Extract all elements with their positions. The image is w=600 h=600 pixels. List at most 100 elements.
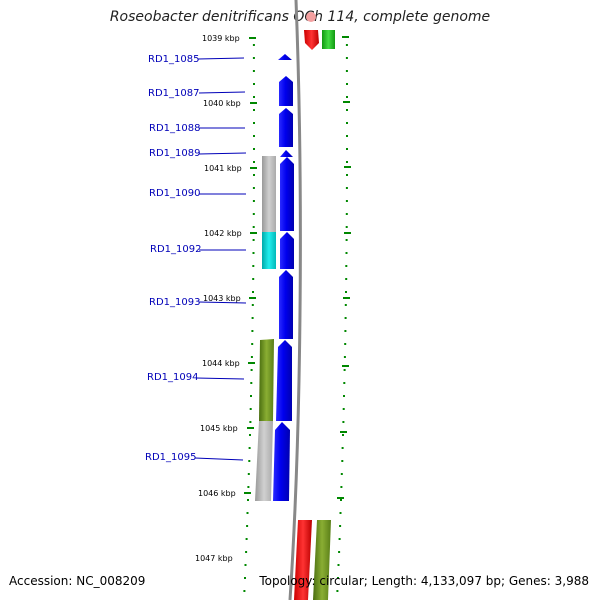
tick-dot	[248, 460, 251, 462]
tick-dot	[345, 278, 348, 280]
tick-dot	[251, 343, 254, 345]
gene-label-rd1-1093[interactable]: RD1_1093	[149, 297, 200, 308]
tick-dot	[346, 109, 348, 111]
tick-dot	[252, 278, 255, 280]
tick-dot	[345, 200, 348, 202]
tick-dot	[250, 395, 252, 397]
gene-block-green[interactable]	[322, 30, 335, 49]
gene-block-grey[interactable]	[255, 421, 273, 501]
tick-dot	[345, 291, 347, 293]
tick-dot	[253, 174, 255, 176]
tick-dot	[346, 96, 348, 98]
tick-dot	[345, 252, 348, 254]
gene-block-grey[interactable]	[262, 156, 276, 232]
gene-arrow-rd1-1089[interactable]	[280, 150, 293, 157]
outer-tick-ring	[336, 44, 348, 592]
tick-dot	[250, 382, 253, 384]
tick-dot	[253, 122, 255, 124]
gene-leader-lines	[194, 57, 247, 461]
genome-summary-text: Topology: circular; Length: 4,133,097 bp…	[259, 574, 589, 588]
tick-dot	[247, 473, 250, 475]
tick-dot	[346, 148, 348, 150]
kbp-label: 1043 kbp	[203, 294, 241, 303]
tick-dot	[338, 538, 341, 540]
forward-strand-genes	[273, 54, 294, 501]
tick-dot	[247, 486, 250, 488]
gene-label-rd1-1089[interactable]: RD1_1089	[149, 148, 200, 159]
kbp-major-ticks	[244, 37, 257, 494]
gene-arrow-rd1-1088[interactable]	[279, 108, 293, 147]
tick-dot	[250, 369, 253, 371]
tick-dot	[252, 291, 254, 293]
tick-dot	[340, 473, 343, 475]
gene-label-rd1-1095[interactable]: RD1_1095	[145, 452, 196, 463]
kbp-label: 1041 kbp	[204, 164, 242, 173]
gene-arrow-rd1-1093[interactable]	[279, 270, 293, 339]
tick-dot	[249, 434, 251, 436]
gene-label-rd1-1085[interactable]: RD1_1085	[148, 54, 199, 65]
tick-dot	[346, 122, 348, 124]
tick-dot	[252, 44, 255, 46]
tick-dot	[252, 70, 255, 72]
tick-dot	[339, 525, 342, 527]
tick-dot	[251, 304, 254, 306]
gene-arrow-rd1-1087[interactable]	[279, 76, 293, 106]
gene-block-cyan[interactable]	[262, 232, 276, 269]
gene-block-red[interactable]	[304, 30, 319, 50]
inner-tick-ring	[243, 44, 255, 592]
kbp-label: 1047 kbp	[195, 554, 233, 563]
right-strand-genes	[294, 30, 335, 600]
tick-dot	[339, 512, 342, 514]
tick-dot	[343, 369, 346, 371]
tick-dot	[253, 96, 255, 98]
gene-arrow-rd1-1085[interactable]	[278, 54, 292, 60]
tick-dot	[345, 226, 348, 228]
tick-dot	[345, 213, 348, 215]
tick-dot	[250, 356, 253, 358]
gene-label-rd1-1088[interactable]: RD1_1088	[149, 123, 200, 134]
tick-dot	[246, 525, 249, 527]
tick-dot	[345, 70, 348, 72]
tick-dot	[343, 356, 346, 358]
tick-dot	[249, 408, 252, 410]
gene-label-rd1-1087[interactable]: RD1_1087	[148, 88, 199, 99]
tick-dot	[338, 551, 341, 553]
gene-block-red[interactable]	[294, 520, 312, 600]
gene-labels: RD1_1085 RD1_1087 RD1_1088 RD1_1089 RD1_…	[145, 54, 201, 463]
tick-dot	[344, 343, 347, 345]
tick-dot	[243, 590, 246, 592]
outer-major-ticks	[337, 36, 351, 499]
gene-block-olive[interactable]	[313, 520, 331, 600]
tick-dot	[252, 187, 255, 189]
tick-dot	[342, 408, 345, 410]
gene-block-olive[interactable]	[259, 339, 274, 421]
tick-dot	[245, 538, 248, 540]
tick-dot	[252, 239, 255, 241]
tick-dot	[253, 109, 255, 111]
kbp-label: 1044 kbp	[202, 359, 240, 368]
tick-dot	[251, 317, 254, 319]
gene-label-rd1-1092[interactable]: RD1_1092	[150, 244, 201, 255]
tick-dot	[340, 486, 343, 488]
gene-label-rd1-1094[interactable]: RD1_1094	[147, 372, 198, 383]
genome-backbone	[288, 0, 302, 600]
gene-label-rd1-1090[interactable]: RD1_1090	[149, 188, 200, 199]
gene-arrow-rd1-1094[interactable]	[276, 340, 292, 421]
tick-dot	[252, 213, 255, 215]
tick-dot	[341, 460, 344, 462]
tick-dot	[337, 577, 339, 579]
kbp-scale: 1039 kbp 1040 kbp 1041 kbp 1042 kbp 1043…	[195, 34, 242, 563]
tick-dot	[252, 226, 255, 228]
tick-dot	[340, 499, 342, 501]
tick-dot	[336, 590, 339, 592]
tick-dot	[341, 447, 344, 449]
tick-dot	[253, 83, 255, 85]
gene-arrow-rd1-1092[interactable]	[280, 232, 294, 269]
gene-arrow-rd1-1090[interactable]	[280, 157, 294, 231]
tick-dot	[345, 44, 348, 46]
gene-arrow-rd1-1095[interactable]	[273, 422, 290, 501]
tick-dot	[244, 564, 247, 566]
tick-dot	[346, 135, 348, 137]
tick-dot	[253, 148, 255, 150]
